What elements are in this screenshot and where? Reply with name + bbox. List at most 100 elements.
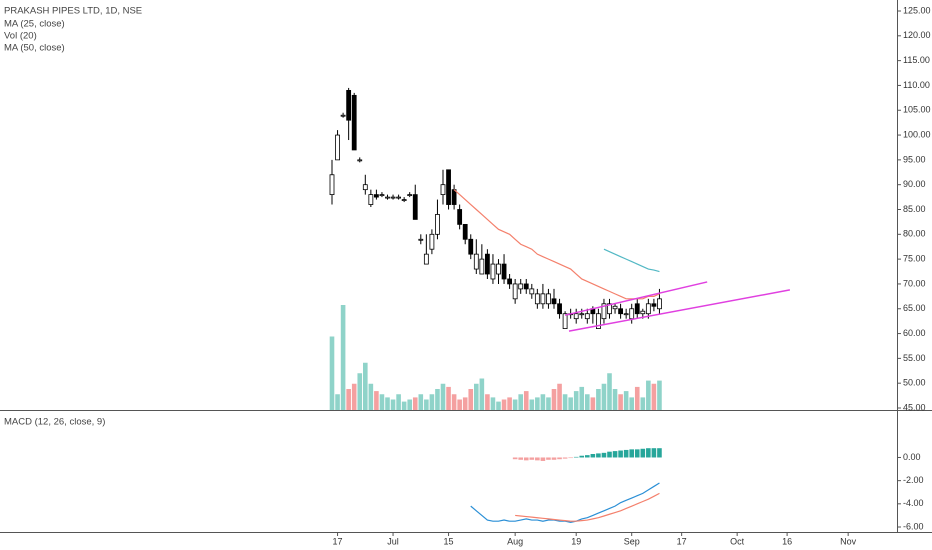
macd-histogram-bar xyxy=(607,451,612,458)
candle-body xyxy=(407,194,413,197)
candle-body xyxy=(340,114,346,117)
volume-bar xyxy=(329,336,335,410)
volume-bar xyxy=(557,383,562,410)
candle-body xyxy=(551,298,557,305)
candle-body xyxy=(390,196,396,199)
y-tick-label: 105.00 xyxy=(903,105,931,115)
macd-histogram-bar xyxy=(585,455,590,458)
volume-bar xyxy=(346,389,351,410)
macd-histogram-bar xyxy=(546,457,551,460)
volume-bar xyxy=(590,397,596,410)
candle-body xyxy=(607,303,612,315)
macd-histogram-bar xyxy=(623,449,629,458)
candle-body xyxy=(645,303,651,315)
volume-bar xyxy=(490,397,496,410)
y-tick-label: 60.00 xyxy=(903,328,926,338)
candle-body xyxy=(396,196,402,199)
candle-body xyxy=(457,209,463,225)
candle-body xyxy=(529,288,535,295)
y-tick-label: 75.00 xyxy=(903,254,926,264)
macd-histogram-bar xyxy=(596,453,601,458)
candle-body xyxy=(479,258,485,275)
volume-bar xyxy=(374,391,379,410)
volume-bar xyxy=(479,378,485,410)
y-tick-label: 80.00 xyxy=(903,229,926,239)
volume-bar xyxy=(368,383,374,410)
macd-histogram-bar xyxy=(523,457,529,461)
macd-histogram-bar xyxy=(551,457,557,460)
candle-body xyxy=(357,159,363,162)
moving-average xyxy=(453,189,660,300)
candle-body xyxy=(412,194,418,220)
indicator-label: Vol (20) xyxy=(4,31,37,42)
candle-body xyxy=(401,199,407,201)
macd-histogram-bar xyxy=(590,453,596,458)
candle-body xyxy=(629,308,635,320)
candle-body xyxy=(507,278,513,285)
candle-body xyxy=(418,238,424,241)
candle-body xyxy=(362,184,368,191)
volume-bar xyxy=(518,394,523,410)
volume-bar xyxy=(657,380,662,410)
volume-bar xyxy=(357,373,363,410)
candle-body xyxy=(379,194,385,197)
candle-body xyxy=(623,313,629,316)
candle-body xyxy=(451,189,457,205)
candle-body xyxy=(501,263,507,280)
candle-body xyxy=(584,313,590,320)
x-tick-label: 19 xyxy=(571,536,581,546)
volume-bar xyxy=(512,399,518,410)
macd-histogram-bar xyxy=(640,448,646,458)
candle-body xyxy=(579,313,585,316)
y-tick-label: -4.00 xyxy=(903,498,924,508)
volume-bar xyxy=(418,394,424,410)
x-tick-label: Aug xyxy=(507,536,523,546)
volume-bar xyxy=(351,383,357,410)
candle-body xyxy=(562,313,568,329)
candle-body xyxy=(385,196,390,199)
indicator-label: MA (25, close) xyxy=(4,19,65,30)
candle-body xyxy=(435,214,440,235)
x-tick-label: 16 xyxy=(782,536,792,546)
candle-body xyxy=(484,253,490,275)
volume-bar xyxy=(634,386,640,410)
macd-histogram-bar xyxy=(557,457,562,460)
y-tick-label: 50.00 xyxy=(903,378,926,388)
volume-bar xyxy=(607,373,612,410)
macd-histogram-bar xyxy=(518,457,523,460)
volume-bar xyxy=(396,394,401,410)
candle-body xyxy=(496,263,501,275)
candle-body xyxy=(423,253,429,265)
candle-body xyxy=(518,283,524,290)
y-tick-label: 120.00 xyxy=(903,30,931,40)
macd-histogram-bar xyxy=(573,456,579,458)
candle-body xyxy=(429,233,435,250)
candle-body xyxy=(473,253,479,270)
macd-histogram-bar xyxy=(512,457,518,460)
y-tick-label: 95.00 xyxy=(903,154,926,164)
volume-bar xyxy=(335,394,340,410)
candle-body xyxy=(373,194,379,198)
candle-body xyxy=(329,174,335,196)
candle-body xyxy=(440,184,446,196)
volume-bar xyxy=(446,386,451,410)
volume-bar xyxy=(585,394,590,410)
indicator-label: MA (50, close) xyxy=(4,43,65,54)
trend-line xyxy=(568,289,791,332)
volume-bar xyxy=(629,397,634,410)
volume-bar xyxy=(451,394,457,410)
x-tick-label: Jul xyxy=(387,536,399,546)
candle-body xyxy=(651,303,657,307)
volume-bar xyxy=(401,401,407,410)
volume-bar xyxy=(562,394,568,410)
volume-bar xyxy=(601,383,607,410)
candle-body xyxy=(346,90,352,121)
macd-histogram-bar xyxy=(529,457,535,460)
volume-bar xyxy=(340,305,346,410)
y-tick-label: 100.00 xyxy=(903,129,931,139)
macd-histogram-bar xyxy=(535,457,540,461)
volume-bar xyxy=(440,383,446,410)
volume-bar xyxy=(412,397,418,410)
